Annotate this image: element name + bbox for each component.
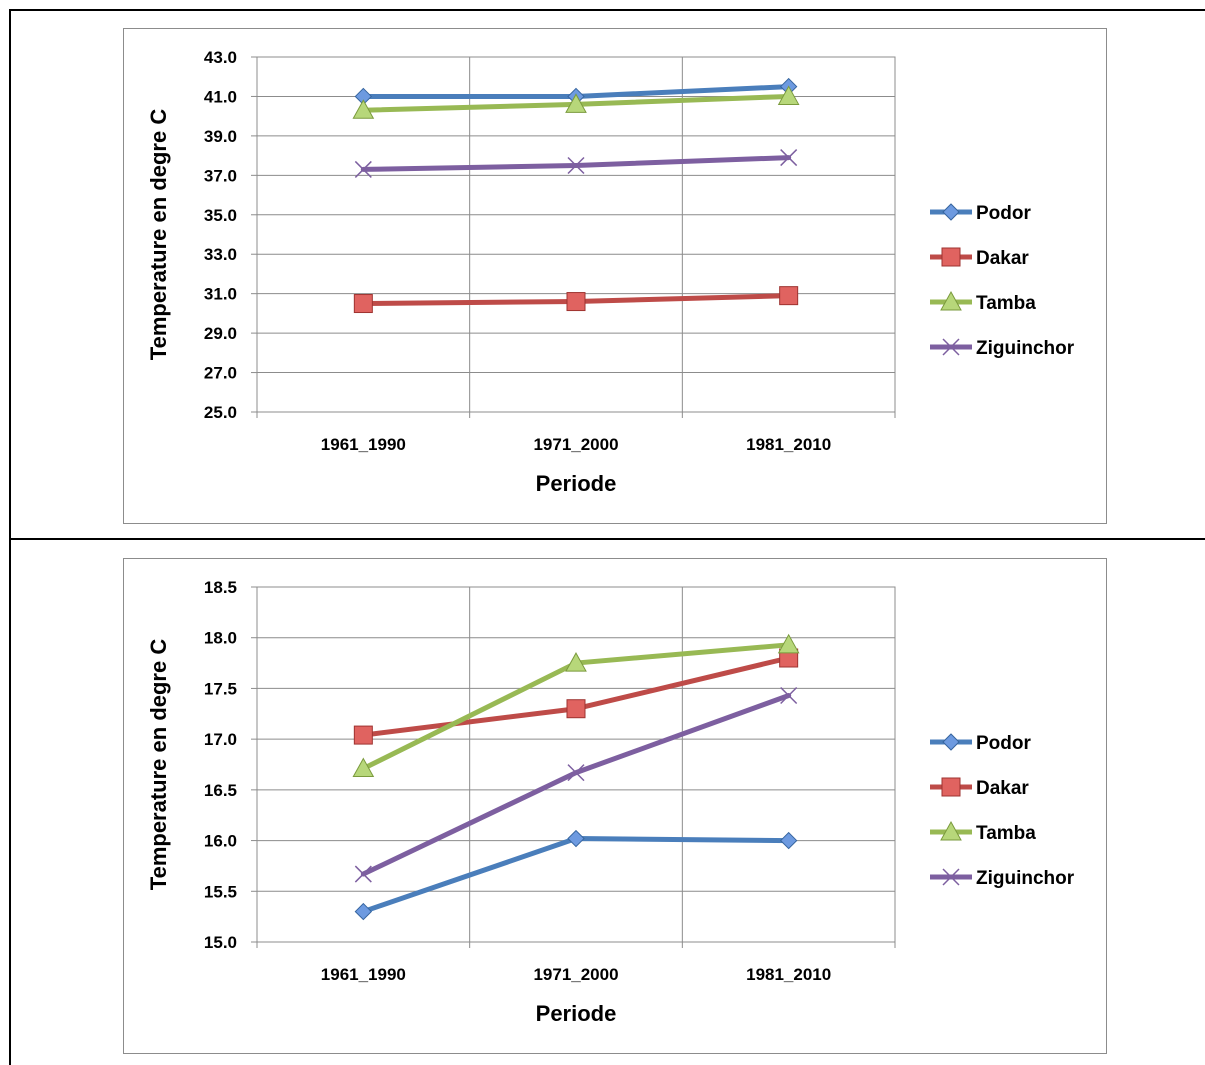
legend-item-podor: Podor [930,733,1031,754]
series-tamba [352,633,800,778]
x-tick-label-1961-1990: 1961_1990 [321,965,406,984]
legend-marker [941,247,961,267]
y-tick-label: 31.0 [204,285,237,304]
legend-item-tamba: Tamba [930,290,1036,314]
legend-item-podor: Podor [930,203,1031,224]
series-line-ziguinchor [360,693,792,877]
legend-label: Tamba [976,823,1036,844]
data-point-dakar [353,294,373,314]
y-tick-label: 39.0 [204,127,237,146]
y-tick-label: 35.0 [204,206,237,225]
table-border-left [9,9,11,1065]
data-point-ziguinchor [354,865,372,883]
legend-marker [942,733,960,751]
data-point-ziguinchor [354,160,372,178]
legend-marker [940,820,962,841]
y-tick-label: 37.0 [204,166,237,185]
plot-area [256,56,896,413]
y-tick-label: 41.0 [204,87,237,106]
legend-label: Ziguinchor [976,868,1075,889]
chart-canvas: 15.0 15.5 16.0 16.5 17.0 17.5 18.0 18.5 1961_199… [146,578,1075,1026]
y-tick-label: 16.5 [204,781,237,800]
series-podor [354,829,798,921]
data-point-tamba [777,633,800,654]
legend-marker [942,868,960,886]
data-point-ziguinchor [567,156,585,175]
legend-label: Podor [976,203,1031,224]
y-tick-label: 33.0 [204,245,237,264]
table-border-top [9,9,1205,11]
data-point-podor [779,831,798,850]
plot-area [256,586,896,943]
x-axis-title: Periode [536,471,617,496]
chart-max-temperature: 25.0 27.0 29.0 31.0 33.0 35.0 37.0 39.0 41.0 43.0… [123,28,1107,524]
legend-marker [941,777,961,797]
data-point-tamba [352,99,375,119]
legend-marker [942,338,960,356]
y-tick-label: 17.0 [204,730,237,749]
series-dakar [353,286,799,314]
x-tick-label-1971-2000: 1971_2000 [533,965,618,984]
table-border-middle [9,538,1205,540]
series-line-ziguinchor [360,155,792,172]
y-tick-label: 43.0 [204,48,237,67]
x-tick-label-1981-2010: 1981_2010 [746,965,831,984]
data-point-tamba [565,93,587,113]
y-tick-label: 15.5 [204,882,237,901]
series-dakar [353,648,799,745]
data-point-podor [567,829,585,848]
legend-item-tamba: Tamba [930,820,1036,844]
data-point-dakar [353,725,373,745]
legend-marker [942,203,960,221]
data-point-dakar [566,699,586,719]
y-axis-title: Temperature en degre C [146,109,171,361]
x-tick-label-1981-2010: 1981_2010 [746,435,831,454]
data-point-dakar [779,286,799,306]
legend-item-dakar: Dakar [930,777,1029,799]
series-line-podor [360,836,792,915]
y-tick-label: 29.0 [204,324,237,343]
data-point-podor [354,902,373,921]
legend-label: Tamba [976,293,1036,314]
x-axis-title: Periode [536,1001,617,1026]
data-point-tamba [565,652,587,672]
data-point-ziguinchor [780,149,798,167]
series-ziguinchor [354,149,798,178]
chart-min-temperature: 15.0 15.5 16.0 16.5 17.0 17.5 18.0 18.5 1961_199… [123,558,1107,1054]
y-tick-label: 16.0 [204,832,237,851]
legend-marker [940,290,962,311]
legend-item-dakar: Dakar [930,247,1029,269]
data-point-tamba [352,757,375,778]
y-axis-title: Temperature en degre C [146,639,171,891]
y-tick-label: 27.0 [204,364,237,383]
series-tamba [352,85,800,119]
legend-label: Dakar [976,248,1029,269]
data-point-ziguinchor [567,764,585,782]
y-tick-label: 17.5 [204,679,237,698]
data-point-dakar [566,292,586,312]
data-point-tamba [777,85,800,105]
chart-canvas: 25.0 27.0 29.0 31.0 33.0 35.0 37.0 39.0 41.0 43.0… [146,48,1075,496]
y-tick-label: 18.5 [204,578,237,597]
series-ziguinchor [354,686,798,883]
x-tick-label-1961-1990: 1961_1990 [321,435,406,454]
x-tick-label-1971-2000: 1971_2000 [533,435,618,454]
y-tick-label: 18.0 [204,629,237,648]
legend-label: Dakar [976,778,1029,799]
legend-label: Podor [976,733,1031,754]
y-tick-label: 25.0 [204,403,237,422]
legend-label: Ziguinchor [976,338,1075,359]
data-point-ziguinchor [780,686,798,705]
legend-item-ziguinchor: Ziguinchor [930,338,1075,359]
y-tick-label: 15.0 [204,933,237,952]
legend-item-ziguinchor: Ziguinchor [930,868,1075,889]
